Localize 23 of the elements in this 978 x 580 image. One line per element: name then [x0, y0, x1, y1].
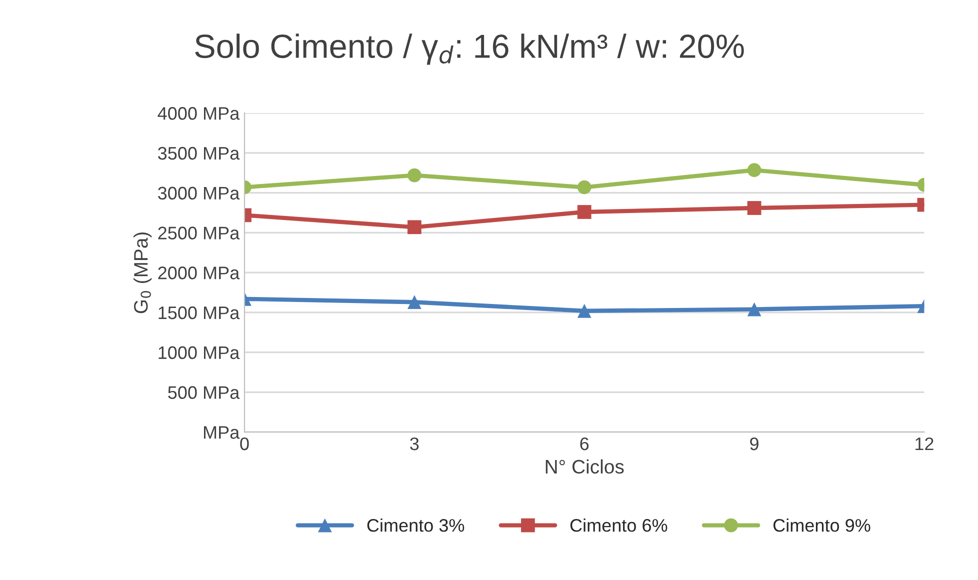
x-tick-label: 12: [916, 437, 934, 450]
y-tick-label: 3000 MPa: [158, 186, 240, 200]
x-tick-label: 6: [580, 437, 589, 450]
y-tick-label: 3500 MPa: [158, 146, 240, 160]
y-tick-label: 500 MPa: [168, 386, 240, 399]
point: [577, 205, 592, 219]
x-tick-label: 9: [750, 437, 758, 450]
y-tick-label: 2500 MPa: [158, 226, 240, 240]
legend-label: Cimento 3%: [367, 518, 464, 532]
y-axis-title: G$_{0}$ (MPa): [134, 232, 152, 314]
x-axis-title: N° Ciclos: [546, 459, 624, 474]
chart-title: Solo Cimento / γ$_{d}$: 16 kN/m³ / w: 20%: [195, 34, 744, 65]
point: [577, 304, 592, 318]
y-tick-label: 1500 MPa: [158, 306, 240, 320]
y-tick-label: 1000 MPa: [158, 346, 240, 360]
point: [577, 180, 592, 194]
legend-label: Cimento 6%: [570, 518, 668, 532]
y-tick-label: 4000 MPa: [158, 107, 240, 120]
y-tick-label: 2000 MPa: [158, 266, 240, 280]
x-tick-label: 0: [240, 437, 249, 450]
y-tick-label: MPa: [204, 426, 240, 439]
legend-label: Cimento 9%: [773, 518, 870, 532]
x-tick-label: 3: [410, 437, 419, 450]
